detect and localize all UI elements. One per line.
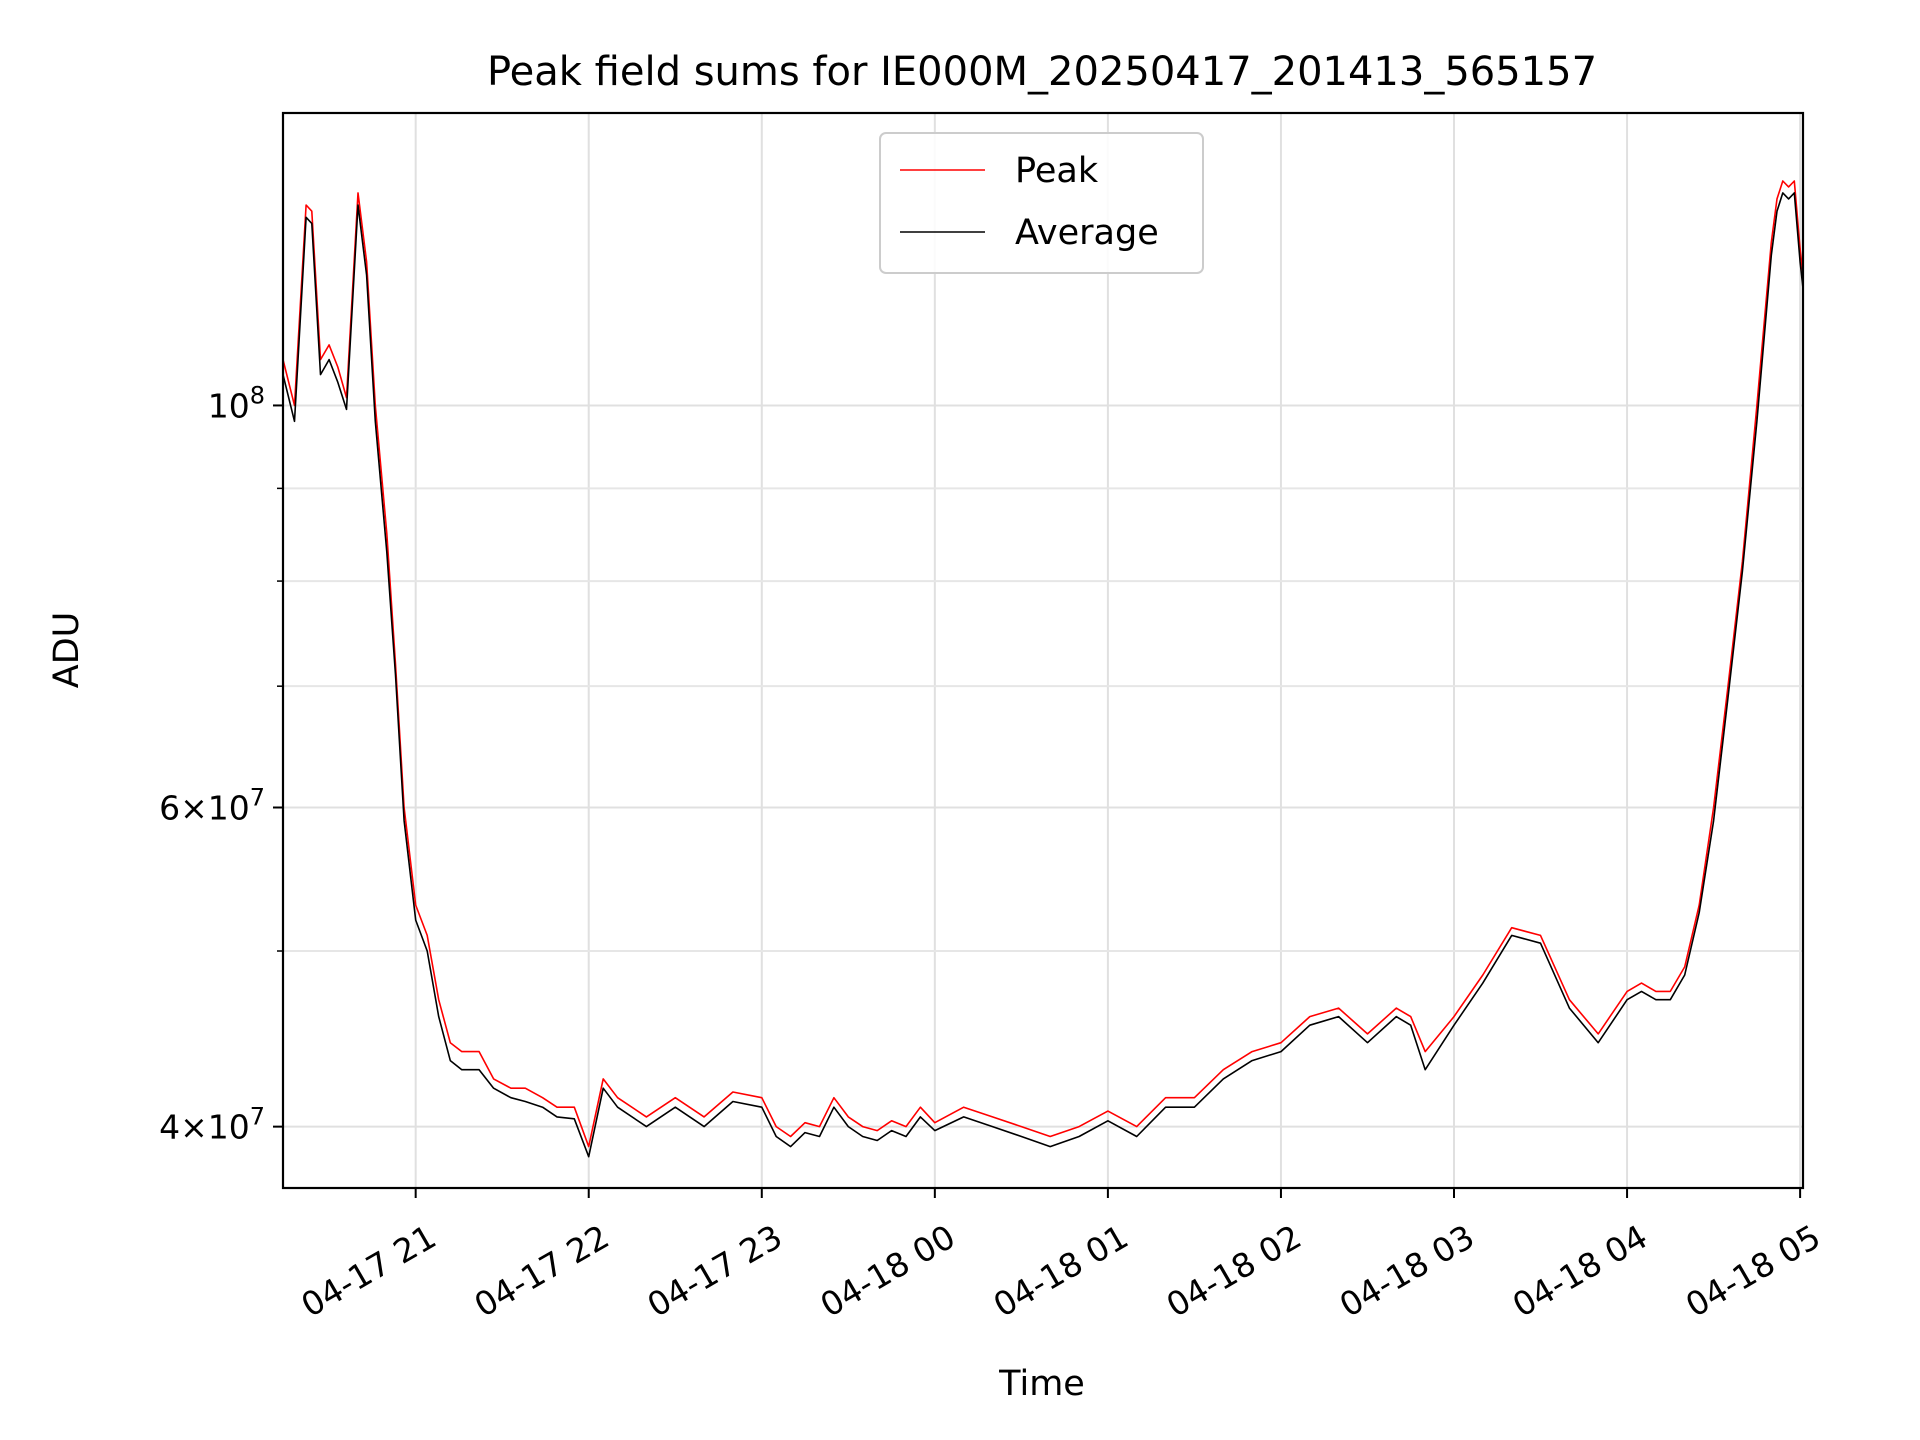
- legend: Peak Average: [879, 132, 1204, 274]
- series-line-peak: [282, 180, 1804, 1148]
- y-tick-label: 108: [208, 381, 265, 425]
- series-line-average: [282, 192, 1804, 1158]
- plot-frame: [281, 111, 1805, 1190]
- y-tick-label: 4×107: [159, 1103, 265, 1147]
- legend-label-peak: Peak: [1015, 151, 1099, 191]
- y-axis: 108 6×107 4×107: [159, 381, 283, 1147]
- x-axis-label: Time: [998, 1364, 1085, 1404]
- series-layer: [282, 180, 1804, 1158]
- grid: [283, 113, 1803, 1188]
- chart-title: Peak field sums for IE000M_20250417_2014…: [487, 49, 1597, 95]
- legend-label-average: Average: [1015, 213, 1159, 253]
- y-axis-label: ADU: [47, 612, 87, 689]
- legend-frame: [879, 132, 1204, 274]
- y-tick-label: 6×107: [159, 784, 265, 828]
